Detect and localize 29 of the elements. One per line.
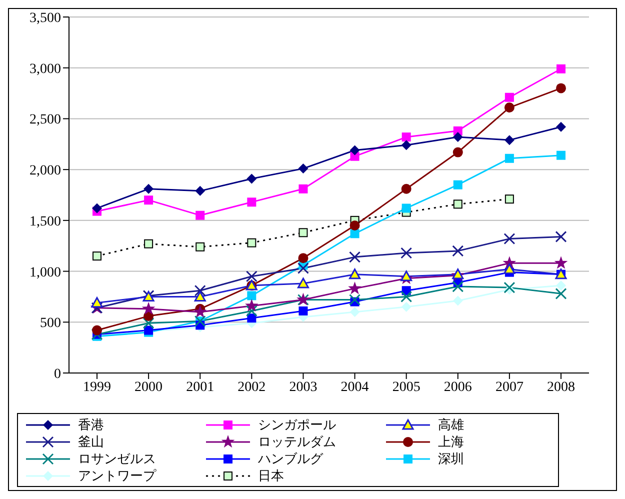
legend-label: 釜山 [78,434,104,450]
legend-label: シンガポール [258,416,336,434]
x-tick-label: 2007 [495,380,524,395]
y-tick-label: 1,500 [30,214,61,230]
y-tick-label: 1,000 [30,265,61,280]
x-tick-label: 2000 [134,380,163,395]
y-tick-label: 2,500 [30,112,61,128]
x-tick-label: 2005 [392,380,420,395]
y-tick-label: 0 [54,366,61,382]
y-tick-label: 3,000 [30,62,61,77]
legend-label: 高雄 [438,416,464,434]
x-tick-label: 2001 [186,380,214,395]
legend-label: 香港 [78,416,104,434]
legend-label: ハンブルグ [258,450,323,468]
y-tick-label: 2,000 [30,164,61,179]
y-tick-label: 500 [40,316,61,332]
legend-label: ロッテルダム [258,434,336,450]
legend-label: 上海 [438,434,464,450]
y-tick-label: 3,500 [30,10,61,26]
x-tick-label: 2008 [547,380,575,395]
x-tick-label: 1999 [83,380,111,395]
x-tick-label: 2003 [289,380,318,395]
x-tick-label: 2006 [444,380,472,395]
legend-label: ロサンゼルス [78,450,156,468]
x-tick-label: 2002 [238,380,266,395]
legend-label: アントワープ [78,468,156,484]
x-tick-label: 2004 [340,380,369,395]
legend-label: 日本 [258,468,284,484]
legend-label: 深圳 [438,450,464,468]
